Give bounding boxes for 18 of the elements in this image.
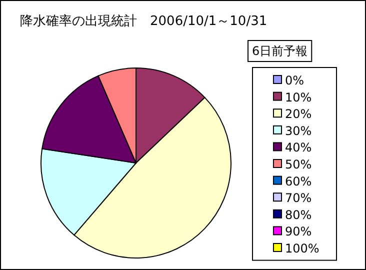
legend-label: 90% <box>285 224 312 239</box>
legend-label: 10% <box>285 90 312 104</box>
legend-label: 40% <box>285 140 312 155</box>
pie-slice <box>98 68 136 164</box>
chart-title: 降水確率の出現統計 2006/10/1～10/31 <box>20 13 268 29</box>
legend-label: 0% <box>285 74 304 88</box>
legend-label: 20% <box>285 107 312 122</box>
legend-label: 100% <box>285 242 320 256</box>
pie-slice <box>42 75 136 164</box>
legend-title: 6日前予報 <box>252 44 308 58</box>
legend-label: 70% <box>285 191 312 206</box>
pie-slice <box>136 68 206 164</box>
legend-label: 80% <box>285 208 312 222</box>
legend-label: 30% <box>285 124 312 138</box>
pie-slice <box>74 97 232 258</box>
pie-slice <box>40 148 136 236</box>
legend-label: 50% <box>285 158 312 172</box>
legend-label: 60% <box>285 174 312 188</box>
